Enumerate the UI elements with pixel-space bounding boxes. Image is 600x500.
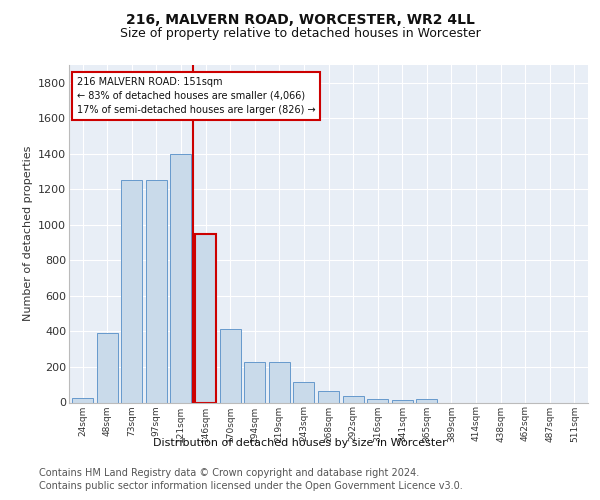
Bar — [195, 234, 216, 402]
Bar — [97, 333, 118, 402]
Bar — [416, 400, 437, 402]
Text: 216, MALVERN ROAD, WORCESTER, WR2 4LL: 216, MALVERN ROAD, WORCESTER, WR2 4LL — [125, 12, 475, 26]
Bar — [293, 382, 314, 402]
Text: 216 MALVERN ROAD: 151sqm
← 83% of detached houses are smaller (4,066)
17% of sem: 216 MALVERN ROAD: 151sqm ← 83% of detach… — [77, 77, 316, 115]
Bar — [220, 329, 241, 402]
Bar — [121, 180, 142, 402]
Text: Distribution of detached houses by size in Worcester: Distribution of detached houses by size … — [153, 438, 447, 448]
Bar — [318, 391, 339, 402]
Bar — [170, 154, 191, 402]
Text: Contains HM Land Registry data © Crown copyright and database right 2024.
Contai: Contains HM Land Registry data © Crown c… — [39, 468, 463, 490]
Bar — [343, 396, 364, 402]
Bar — [367, 400, 388, 402]
Bar — [392, 400, 413, 402]
Bar — [244, 362, 265, 403]
Y-axis label: Number of detached properties: Number of detached properties — [23, 146, 32, 322]
Bar — [146, 180, 167, 402]
Text: Size of property relative to detached houses in Worcester: Size of property relative to detached ho… — [119, 28, 481, 40]
Bar — [72, 398, 93, 402]
Bar — [269, 362, 290, 403]
